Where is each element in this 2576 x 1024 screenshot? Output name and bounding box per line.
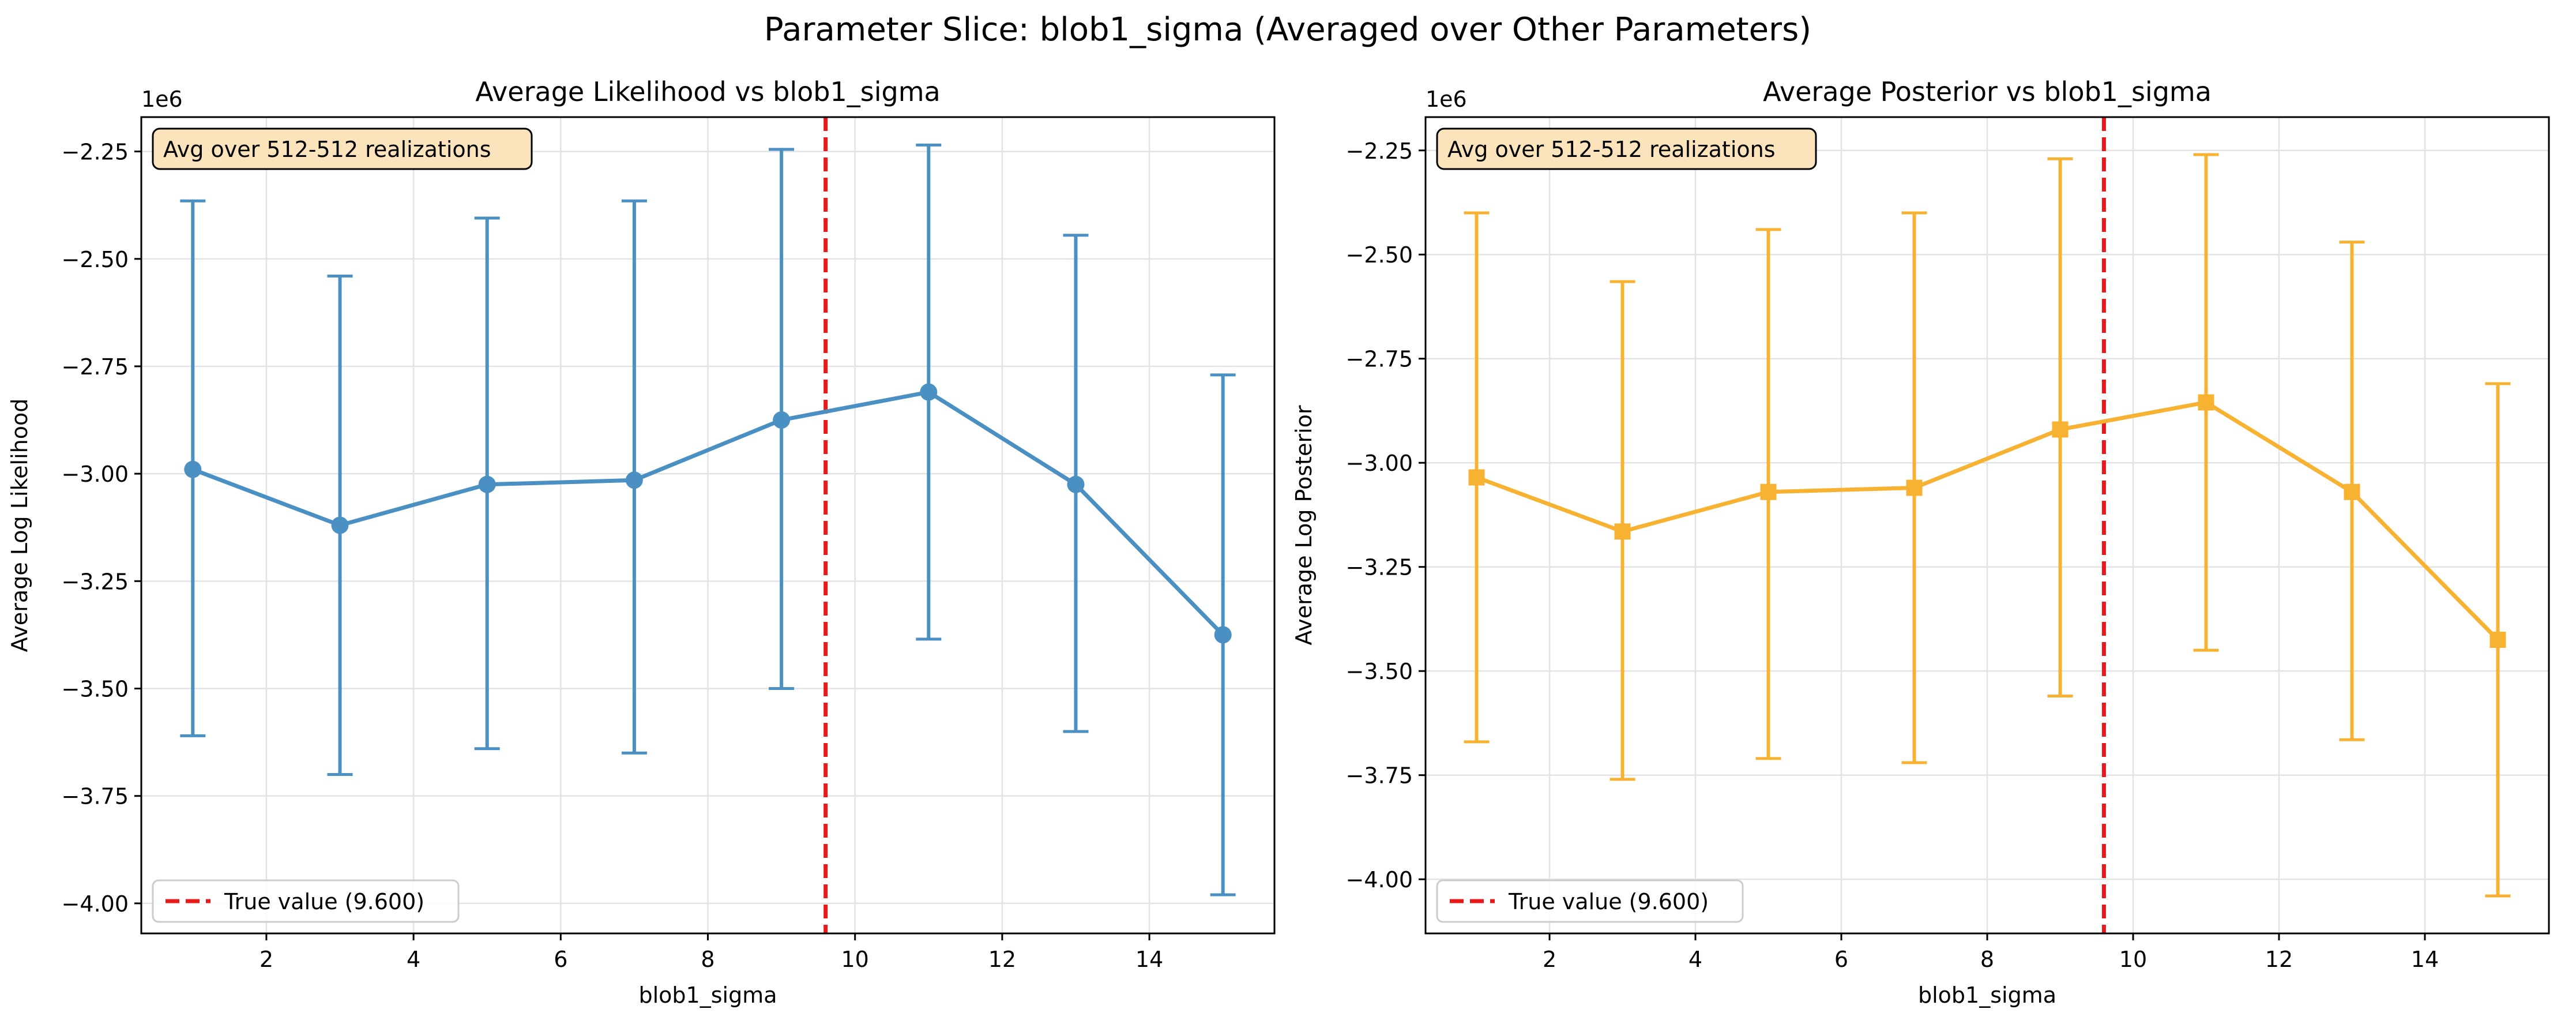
- annotation-box: Avg over 512-512 realizations: [1436, 127, 1817, 170]
- figure-title: Parameter Slice: blob1_sigma (Averaged o…: [764, 11, 1811, 48]
- y-axis-label: Average Log Likelihood: [7, 399, 32, 652]
- legend-label: True value (9.600): [224, 889, 424, 914]
- series-line: [192, 390, 1225, 636]
- x-tick-label: 10: [841, 947, 869, 972]
- x-axis-label: blob1_sigma: [638, 982, 777, 1008]
- annotation-text: Avg over 512-512 realizations: [163, 137, 491, 162]
- legend-frame: [1436, 879, 1744, 923]
- data-point: [2344, 483, 2360, 500]
- y-offset-label: 1e6: [141, 87, 183, 112]
- x-tick-label: 12: [988, 947, 1016, 972]
- y-axis-label: Average Log Posterior: [1291, 405, 1317, 645]
- y-tick-label: −2.25: [1346, 138, 1413, 164]
- legend-frame: [152, 879, 460, 923]
- data-point: [1067, 475, 1085, 493]
- x-tick-label: 8: [701, 947, 714, 972]
- y-tick-label: −2.75: [62, 354, 129, 380]
- legend-label: True value (9.600): [1508, 889, 1709, 914]
- y-tick-label: −3.75: [62, 784, 129, 809]
- data-point: [1906, 479, 1923, 496]
- y-offset-label: 1e6: [1426, 87, 1467, 112]
- y-tick-label: −2.50: [62, 247, 129, 272]
- y-tick-label: −3.50: [1346, 659, 1413, 684]
- data-point: [2052, 421, 2069, 438]
- x-tick-label: 10: [2119, 947, 2147, 972]
- data-point: [1214, 626, 1232, 644]
- y-tick-label: −3.25: [62, 569, 129, 594]
- data-point: [2489, 632, 2506, 648]
- legend: True value (9.600): [1436, 879, 1744, 923]
- y-tick-label: −3.50: [62, 677, 129, 702]
- x-tick-label: 6: [554, 947, 567, 972]
- legend: True value (9.600): [152, 879, 460, 923]
- panel-title: Average Likelihood vs blob1_sigma: [475, 76, 940, 107]
- panel-title: Average Posterior vs blob1_sigma: [1763, 76, 2212, 107]
- x-tick-label: 12: [2265, 947, 2293, 972]
- data-point: [331, 516, 349, 534]
- x-axis-label: blob1_sigma: [1918, 982, 2056, 1008]
- annotation-background: [152, 127, 533, 170]
- y-tick-label: −3.00: [1346, 451, 1413, 476]
- y-tick-label: −3.75: [1346, 763, 1413, 789]
- annotation-text: Avg over 512-512 realizations: [1447, 137, 1776, 162]
- y-tick-label: −3.00: [62, 462, 129, 487]
- y-tick-label: −3.25: [1346, 555, 1413, 580]
- data-point: [184, 460, 202, 478]
- x-tick-label: 2: [260, 947, 273, 972]
- data-point: [773, 411, 791, 429]
- x-tick-label: 4: [1688, 947, 1702, 972]
- x-tick-label: 6: [1834, 947, 1848, 972]
- annotation-background: [1436, 127, 1817, 170]
- x-tick-label: 14: [1135, 947, 1163, 972]
- likelihood-panel: 2 4 6 8 10 12 14 −2.25 −2.50 −2.75 −3.00 −3.25 −3.50…: [7, 76, 1276, 1008]
- data-point: [625, 471, 643, 489]
- data-point: [478, 475, 496, 493]
- y-tick-label: −4.00: [1346, 867, 1413, 892]
- posterior-panel: 2 4 6 8 10 12 14 −2.25 −2.50 −2.75 −3.00 −3.25 −3.50…: [1291, 76, 2550, 1008]
- x-tick-label: 2: [1543, 947, 1556, 972]
- y-tick-label: −2.75: [1346, 347, 1413, 372]
- series-line: [1476, 400, 2499, 642]
- x-tick-label: 4: [407, 947, 420, 972]
- data-point: [1468, 469, 1485, 486]
- data-point: [1614, 523, 1631, 540]
- y-tick-label: −2.50: [1346, 242, 1413, 268]
- y-tick-label: −4.00: [62, 891, 129, 917]
- x-tick-label: 8: [1980, 947, 1994, 972]
- y-tick-label: −2.25: [62, 140, 129, 165]
- x-tick-label: 14: [2411, 947, 2439, 972]
- data-point: [1760, 483, 1777, 500]
- data-point: [920, 383, 938, 401]
- data-point: [2198, 394, 2214, 411]
- annotation-box: Avg over 512-512 realizations: [152, 127, 533, 170]
